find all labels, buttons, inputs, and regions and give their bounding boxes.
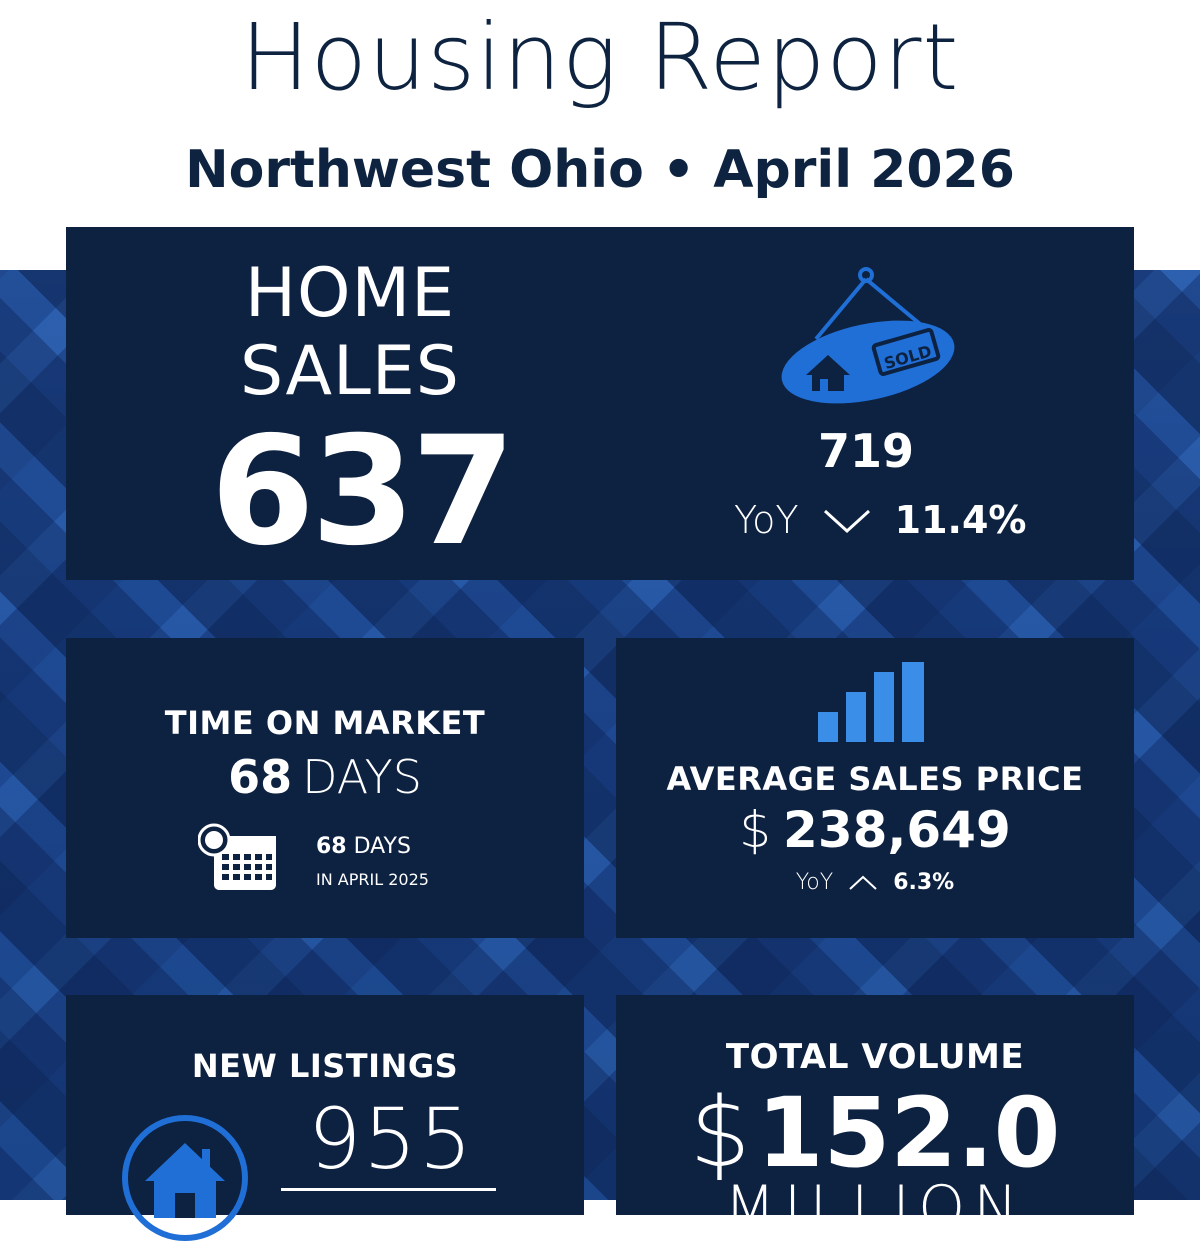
time-on-market-value-row: 68 DAYS xyxy=(66,750,584,804)
home-sales-previous-value: 719 xyxy=(817,424,915,478)
currency-symbol: $ xyxy=(689,1077,751,1189)
home-sales-label: HOME SALES xyxy=(216,255,484,411)
yoy-label: YoY xyxy=(734,498,799,542)
average-sales-price-value: 238,649 xyxy=(783,801,1011,859)
average-sales-price-label: AVERAGE SALES PRICE xyxy=(666,760,1084,798)
total-volume-value-row: $152.0 xyxy=(616,1077,1134,1189)
total-volume-card: TOTAL VOLUME $152.0 MILLION xyxy=(616,995,1134,1243)
total-volume-unit: MILLION xyxy=(723,1173,1027,1243)
new-listings-card: NEW LISTINGS 955 xyxy=(66,995,584,1241)
time-on-market-previous: 68 DAYS xyxy=(316,834,411,859)
chevron-down-icon xyxy=(823,509,870,534)
time-on-market-value: 68 xyxy=(228,750,293,804)
time-on-market-card: TIME ON MARKET 68 DAYS 68 DAYS IN APRIL 2… xyxy=(66,638,584,938)
time-on-market-label: TIME ON MARKET xyxy=(164,704,486,742)
time-on-market-unit: DAYS xyxy=(302,750,422,804)
time-on-market-previous-value: 68 xyxy=(316,834,347,859)
page-subtitle: Northwest Ohio • April 2026 xyxy=(185,140,1015,200)
new-listings-label: NEW LISTINGS xyxy=(191,1047,459,1085)
average-sales-price-yoy: YoY 6.3% xyxy=(616,870,1134,895)
yoy-label: YoY xyxy=(795,870,834,895)
average-sales-price-value-row: $238,649 xyxy=(616,801,1134,859)
new-listings-value: 955 xyxy=(307,1090,475,1188)
underline-divider xyxy=(281,1188,496,1191)
home-sales-value: 637 xyxy=(210,405,515,579)
page-title: Housing Report xyxy=(240,4,960,111)
home-sales-yoy: YoY 11.4% xyxy=(734,495,1094,545)
home-sales-card: HOME SALES 637 SOLD 719 YoY 11.4% xyxy=(66,227,1134,580)
home-sales-label-line1: HOME xyxy=(244,254,456,333)
house-icon xyxy=(122,1115,248,1241)
calendar-icon xyxy=(198,823,276,890)
home-sales-label-line2: SALES xyxy=(240,332,460,411)
time-on-market-previous-period: IN APRIL 2025 xyxy=(316,870,429,889)
bar-chart-icon xyxy=(818,662,924,742)
average-sales-price-card: AVERAGE SALES PRICE $238,649 YoY 6.3% xyxy=(616,638,1134,938)
time-on-market-previous-unit: DAYS xyxy=(353,834,411,859)
total-volume-label: TOTAL VOLUME xyxy=(725,1037,1025,1077)
sold-sign-icon: SOLD xyxy=(781,267,955,404)
chevron-up-icon xyxy=(849,875,877,890)
currency-symbol: $ xyxy=(739,801,772,859)
yoy-percentage: 11.4% xyxy=(894,498,1027,542)
yoy-percentage: 6.3% xyxy=(893,870,955,895)
total-volume-value: 152.0 xyxy=(756,1077,1061,1189)
